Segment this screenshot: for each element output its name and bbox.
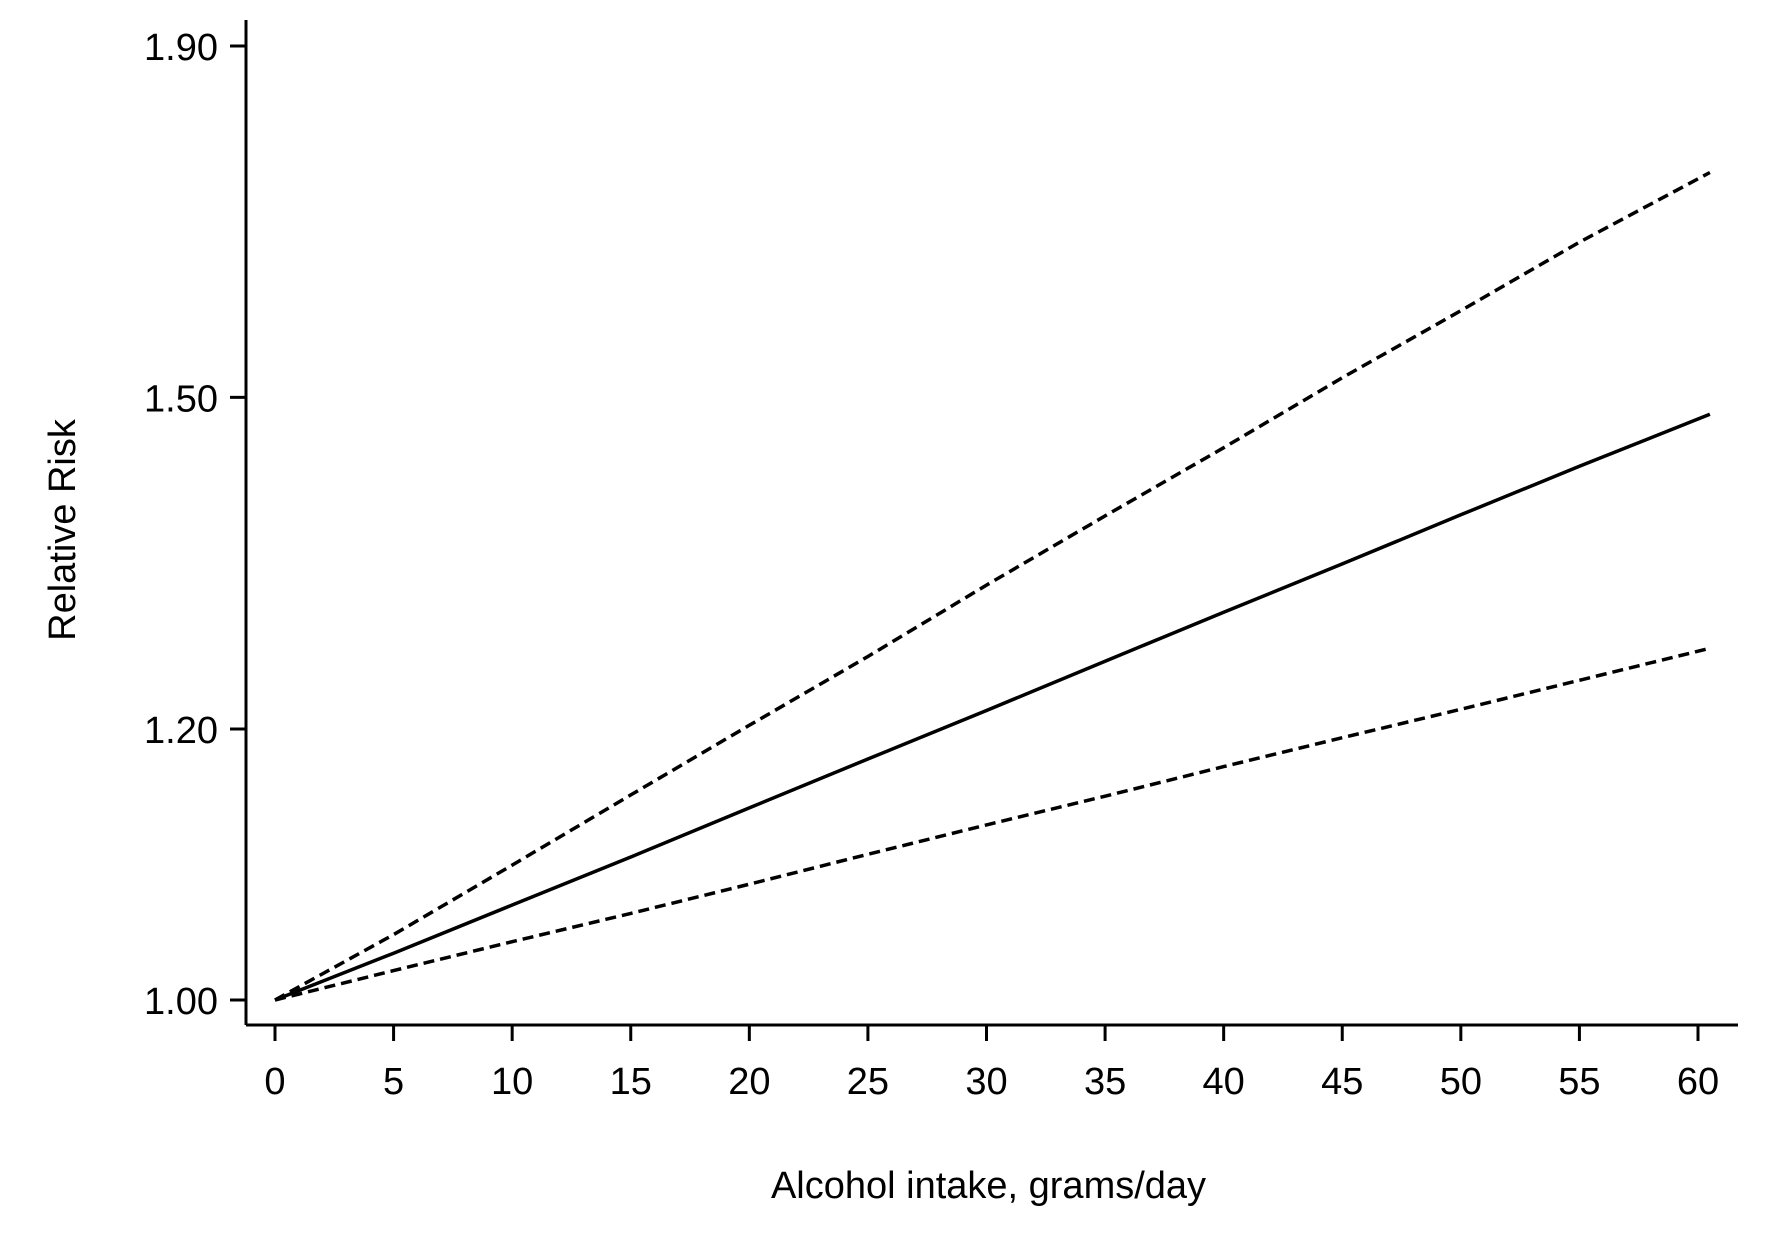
x-tick-label: 5 [383,1061,404,1103]
x-axis-title: Alcohol intake, grams/day [771,1165,1206,1207]
y-axis-ticks: 1.00 1.20 1.50 1.90 [144,27,246,1023]
x-tick-label: 60 [1677,1061,1719,1103]
x-tick-label: 45 [1321,1061,1363,1103]
estimate-line [274,412,1711,1002]
y-tick-label: 1.00 [144,981,218,1023]
y-axis-title: Relative Risk [42,418,84,641]
series-group [274,170,1711,1002]
axes [244,20,1738,1027]
x-tick-label: 40 [1203,1061,1245,1103]
y-tick-label: 1.50 [144,378,218,420]
x-tick-label: 25 [847,1061,889,1103]
x-tick-label: 0 [264,1061,285,1103]
x-tick-label: 10 [491,1061,533,1103]
x-tick-label: 15 [610,1061,652,1103]
x-tick-label: 35 [1084,1061,1126,1103]
x-axis-ticks: 0 5 10 15 20 25 30 35 40 45 50 55 60 [264,1025,1719,1103]
y-tick-label: 1.20 [144,710,218,752]
x-tick-label: 50 [1440,1061,1482,1103]
x-tick-label: 20 [728,1061,770,1103]
y-tick-label: 1.90 [144,27,218,69]
x-tick-label: 30 [965,1061,1007,1103]
ci-bound-line [274,646,1711,1002]
ci-bound-line [274,170,1711,1002]
x-tick-label: 55 [1558,1061,1600,1103]
